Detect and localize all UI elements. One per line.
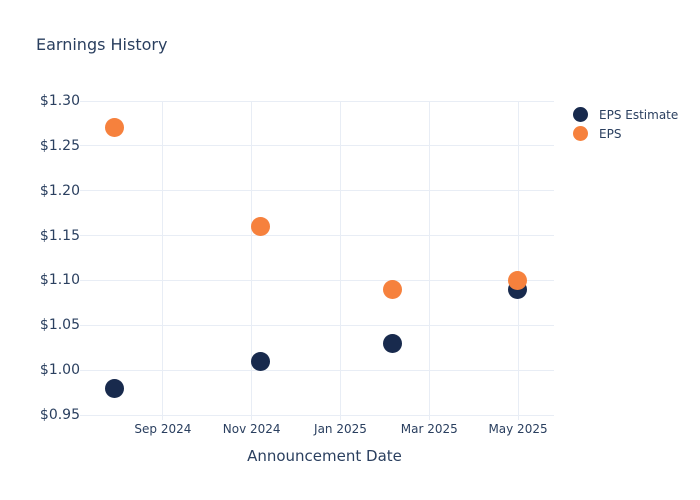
x-tick-label: Jan 2025 (314, 422, 367, 436)
y-tick-label: $1.20 (39, 182, 80, 199)
x-gridline (251, 101, 253, 420)
x-tick-label: May 2025 (488, 422, 548, 436)
x-axis-title: Announcement Date (247, 447, 402, 465)
y-gridline (80, 369, 554, 371)
x-gridline (162, 101, 164, 420)
y-tick-label: $1.10 (39, 272, 80, 289)
data-point-eps[interactable] (105, 118, 125, 138)
legend: EPS Estimate EPS (571, 105, 678, 143)
legend-item-eps[interactable]: EPS (571, 124, 678, 143)
eps-estimate-marker-icon (573, 107, 588, 122)
data-point-eps-estimate[interactable] (105, 378, 125, 398)
x-gridline (428, 101, 430, 420)
chart-title: Earnings History (36, 35, 168, 54)
y-tick-label: $1.15 (39, 227, 80, 244)
y-gridline (80, 279, 554, 281)
y-tick-label: $1.05 (39, 317, 80, 334)
y-gridline (80, 145, 554, 147)
data-point-eps[interactable] (383, 279, 403, 299)
y-gridline (80, 235, 554, 237)
data-point-eps[interactable] (507, 270, 527, 290)
data-point-eps[interactable] (250, 217, 270, 237)
y-gridline (80, 190, 554, 192)
x-tick-label: Mar 2025 (400, 422, 458, 436)
y-tick-label: $1.30 (39, 93, 80, 109)
y-tick-label: $1.00 (39, 362, 80, 379)
legend-label-eps: EPS (599, 126, 622, 141)
x-tick-label: Sep 2024 (134, 422, 192, 436)
legend-item-eps-estimate[interactable]: EPS Estimate (571, 105, 678, 124)
data-point-eps-estimate[interactable] (250, 351, 270, 371)
data-point-eps-estimate[interactable] (383, 333, 403, 353)
eps-marker-icon (573, 126, 588, 141)
y-tick-label: $1.25 (39, 137, 80, 154)
y-gridline (80, 324, 554, 326)
x-gridline (517, 101, 519, 420)
y-tick-label: $0.95 (39, 407, 80, 423)
x-gridline (339, 101, 341, 420)
y-gridline (80, 100, 554, 102)
x-tick-label: Nov 2024 (222, 422, 281, 436)
legend-label-eps-estimate: EPS Estimate (599, 107, 679, 122)
y-gridline (80, 414, 554, 416)
